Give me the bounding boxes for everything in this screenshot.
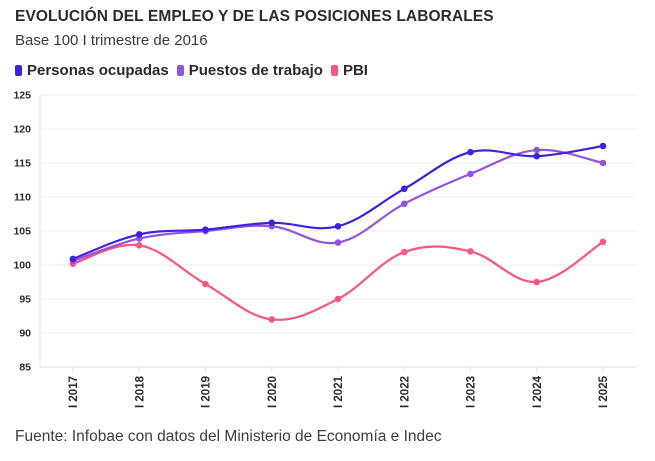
data-point-personas-ocupadas — [202, 226, 209, 233]
x-tick-label: I 2020 — [267, 376, 279, 408]
y-tick-label: 105 — [13, 226, 31, 238]
chart-subtitle: Base 100 I trimestre de 2016 — [15, 32, 208, 49]
data-point-puestos-de-trabajo — [400, 200, 408, 208]
y-tick-label: 100 — [13, 260, 31, 272]
x-tick-label: I 2023 — [466, 376, 478, 408]
source-note: Fuente: Infobae con datos del Ministerio… — [15, 428, 442, 445]
chart-title: EVOLUCIÓN DEL EMPLEO Y DE LAS POSICIONES… — [15, 8, 494, 25]
data-point-personas-ocupadas — [69, 255, 77, 263]
y-tick-label: 120 — [13, 124, 31, 136]
x-tick-label: I 2019 — [201, 376, 213, 408]
y-tick-label: 90 — [19, 328, 31, 340]
legend-swatch-puestos-de-trabajo — [176, 65, 184, 76]
data-point-pbi — [334, 295, 342, 303]
data-point-personas-ocupadas — [334, 222, 342, 230]
x-tick-label: I 2018 — [134, 375, 146, 408]
data-point-pbi — [135, 241, 143, 249]
legend-item-pbi[interactable]: PBI — [330, 62, 368, 79]
data-point-personas-ocupadas — [599, 142, 607, 150]
data-point-personas-ocupadas — [400, 185, 408, 193]
x-tick-label: I 2025 — [598, 375, 610, 408]
data-point-personas-ocupadas — [135, 231, 143, 238]
x-tick-label: I 2024 — [532, 375, 544, 408]
x-tick-label: I 2022 — [399, 376, 411, 408]
legend-item-puestos-de-trabajo[interactable]: Puestos de trabajo — [176, 62, 323, 79]
data-point-pbi — [599, 238, 607, 246]
data-point-puestos-de-trabajo — [467, 170, 474, 178]
data-point-puestos-de-trabajo — [533, 146, 541, 154]
legend-label: Puestos de trabajo — [188, 62, 323, 79]
y-tick-label: 95 — [19, 294, 31, 306]
y-tick-label: 110 — [14, 192, 31, 204]
data-point-personas-ocupadas — [467, 148, 474, 156]
x-tick-label: I 2021 — [333, 375, 345, 408]
legend-label: PBI — [342, 62, 368, 79]
legend-label: Personas ocupadas — [27, 62, 169, 79]
y-tick-label: 115 — [14, 158, 31, 170]
y-tick-label: 125 — [13, 90, 31, 102]
series-line-pbi — [71, 240, 605, 321]
data-point-personas-ocupadas — [533, 152, 541, 160]
data-point-personas-ocupadas — [268, 219, 276, 227]
legend: Personas ocupadas Puestos de trabajo PBI — [15, 62, 376, 79]
legend-item-personas-ocupadas[interactable]: Personas ocupadas — [15, 62, 169, 79]
data-point-puestos-de-trabajo — [334, 239, 342, 246]
data-point-pbi — [202, 280, 209, 288]
x-tick-label: I 2017 — [68, 376, 80, 408]
data-point-pbi — [268, 316, 276, 323]
data-point-pbi — [467, 248, 474, 255]
legend-swatch-pbi — [330, 65, 338, 76]
data-point-puestos-de-trabajo — [599, 159, 607, 167]
data-point-pbi — [533, 278, 541, 286]
y-tick-label: 85 — [19, 362, 31, 374]
data-point-pbi — [400, 248, 408, 256]
legend-swatch-personas-ocupadas — [15, 65, 22, 76]
